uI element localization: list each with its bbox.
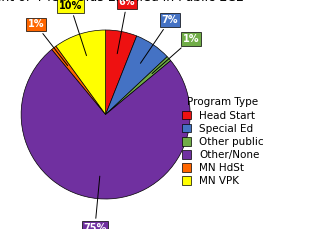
Wedge shape [56,30,106,114]
Text: 1%: 1% [152,34,200,74]
Text: 1%: 1% [27,19,68,65]
Wedge shape [106,36,167,114]
Text: 10%: 10% [59,1,86,56]
Title: Percent of 4-Year-Olds Enrolled in Public ECE: Percent of 4-Year-Olds Enrolled in Publi… [0,0,244,3]
Wedge shape [106,57,171,114]
Wedge shape [106,30,137,114]
Legend: Head Start, Special Ed, Other public, Other/None, MN HdSt, MN VPK: Head Start, Special Ed, Other public, Ot… [178,94,267,189]
Wedge shape [52,46,106,114]
Text: 75%: 75% [83,176,107,229]
Text: 7%: 7% [140,15,178,63]
Wedge shape [21,49,190,199]
Text: 6%: 6% [117,0,135,54]
